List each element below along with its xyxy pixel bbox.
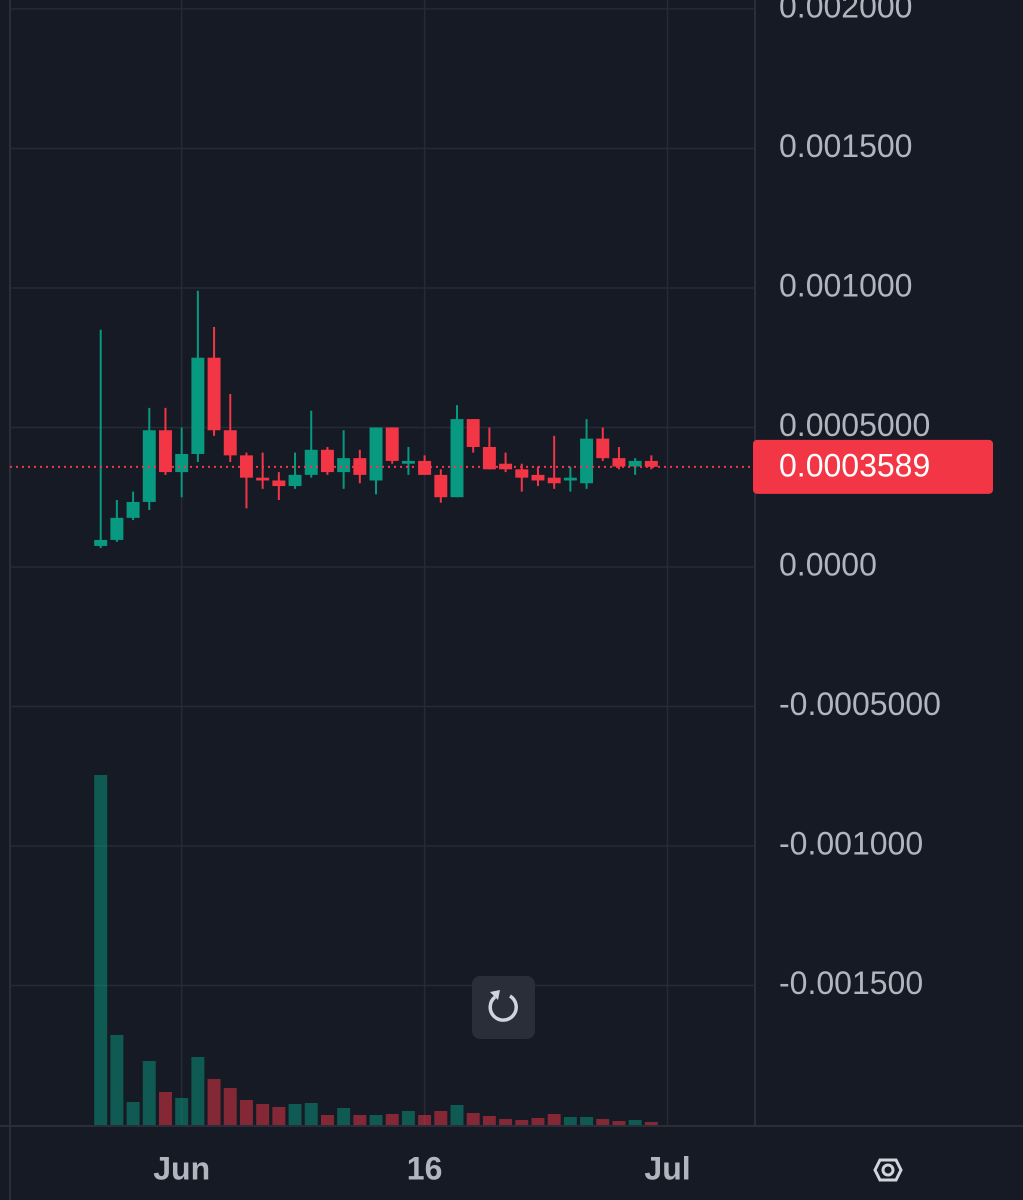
last-price-label: 0.0003589 xyxy=(779,447,930,483)
y-tick-label: 0.0005000 xyxy=(779,407,930,443)
candle-body xyxy=(256,477,270,481)
y-tick-label: 0.001000 xyxy=(779,267,912,303)
candle-body xyxy=(239,455,253,478)
candle-body xyxy=(547,477,561,484)
volume-bar xyxy=(239,1100,253,1125)
candle-body xyxy=(369,427,383,481)
volume-bar xyxy=(499,1119,513,1125)
settings-icon-center xyxy=(881,1163,895,1177)
y-tick-label: -0.0005000 xyxy=(779,686,941,722)
candle-body xyxy=(159,430,172,473)
candle-body xyxy=(320,449,334,473)
candle-body xyxy=(288,474,302,487)
settings-button[interactable] xyxy=(873,1158,903,1182)
volume-bar xyxy=(320,1115,334,1125)
reset-button-bg[interactable] xyxy=(472,976,535,1039)
candle-body xyxy=(304,449,318,475)
y-tick-label: 0.0000 xyxy=(779,546,877,582)
volume-bar xyxy=(644,1122,658,1125)
candle-body xyxy=(272,480,286,487)
candle-body xyxy=(580,438,594,484)
volume-bar xyxy=(353,1115,367,1125)
volume-bar xyxy=(466,1113,480,1125)
volume-bar xyxy=(126,1102,140,1125)
volume-bar xyxy=(482,1116,496,1125)
volume-bar xyxy=(418,1115,432,1125)
y-tick-label: 0.002000 xyxy=(779,0,912,24)
candle-body xyxy=(223,430,237,456)
candle-body xyxy=(563,477,577,481)
candle-body xyxy=(94,539,108,546)
volume-bar xyxy=(191,1057,205,1125)
candle-body xyxy=(191,357,205,454)
volume-bar xyxy=(94,775,108,1125)
candle-body xyxy=(401,460,415,464)
reset-icon xyxy=(488,994,518,1022)
candle-body xyxy=(515,469,529,478)
volume-bar xyxy=(304,1103,318,1125)
volume-bar xyxy=(175,1098,189,1125)
volume-bar xyxy=(531,1118,545,1125)
candle-body xyxy=(612,458,626,467)
volume-bar xyxy=(272,1107,286,1125)
candle-body xyxy=(175,453,189,473)
volume-bar xyxy=(580,1117,594,1125)
volume-bar xyxy=(110,1035,124,1125)
volume-bar xyxy=(547,1114,561,1125)
candle-body xyxy=(628,460,642,467)
volume-bar xyxy=(596,1119,610,1125)
plot-area xyxy=(10,0,755,1125)
volume-bar xyxy=(385,1114,399,1125)
volume-bar xyxy=(159,1092,172,1125)
volume-bar xyxy=(401,1111,415,1125)
candle-body xyxy=(207,357,221,431)
reset-icon-arrow xyxy=(490,990,500,1000)
candle-body xyxy=(418,460,432,475)
candle-body xyxy=(337,458,351,473)
volume-bar xyxy=(369,1115,383,1125)
candle-body xyxy=(450,419,464,498)
settings-icon[interactable] xyxy=(873,1158,903,1182)
reset-button[interactable] xyxy=(472,976,535,1039)
volume-bar xyxy=(207,1079,221,1125)
candle-body xyxy=(126,501,140,518)
candle-body xyxy=(110,517,124,540)
volume-bar xyxy=(223,1088,237,1125)
last-price-box xyxy=(753,439,993,494)
y-tick-label: -0.001000 xyxy=(779,825,923,861)
volume-bar xyxy=(337,1108,351,1125)
volume-bar xyxy=(450,1105,464,1125)
candle-body xyxy=(499,463,513,470)
candle-body xyxy=(482,446,496,470)
candle-body xyxy=(434,474,448,498)
candle-body xyxy=(531,474,545,481)
x-tick-label: 16 xyxy=(407,1150,443,1186)
volume-bar xyxy=(515,1120,529,1125)
x-tick-label: Jul xyxy=(644,1150,690,1186)
candle-body xyxy=(596,438,610,459)
volume-bar xyxy=(612,1121,626,1125)
x-tick-label: Jun xyxy=(153,1150,210,1186)
y-tick-label: 0.001500 xyxy=(779,128,912,164)
candle-body xyxy=(385,427,399,461)
candle-body xyxy=(466,419,480,447)
candle-body xyxy=(644,460,658,467)
volume-bar xyxy=(288,1104,302,1125)
volume-bar xyxy=(563,1117,577,1125)
volume-bar xyxy=(142,1061,156,1125)
volume-bar xyxy=(628,1120,642,1125)
volume-bar xyxy=(434,1111,448,1125)
y-tick-label: -0.001500 xyxy=(779,965,923,1001)
volume-bar xyxy=(256,1104,270,1125)
